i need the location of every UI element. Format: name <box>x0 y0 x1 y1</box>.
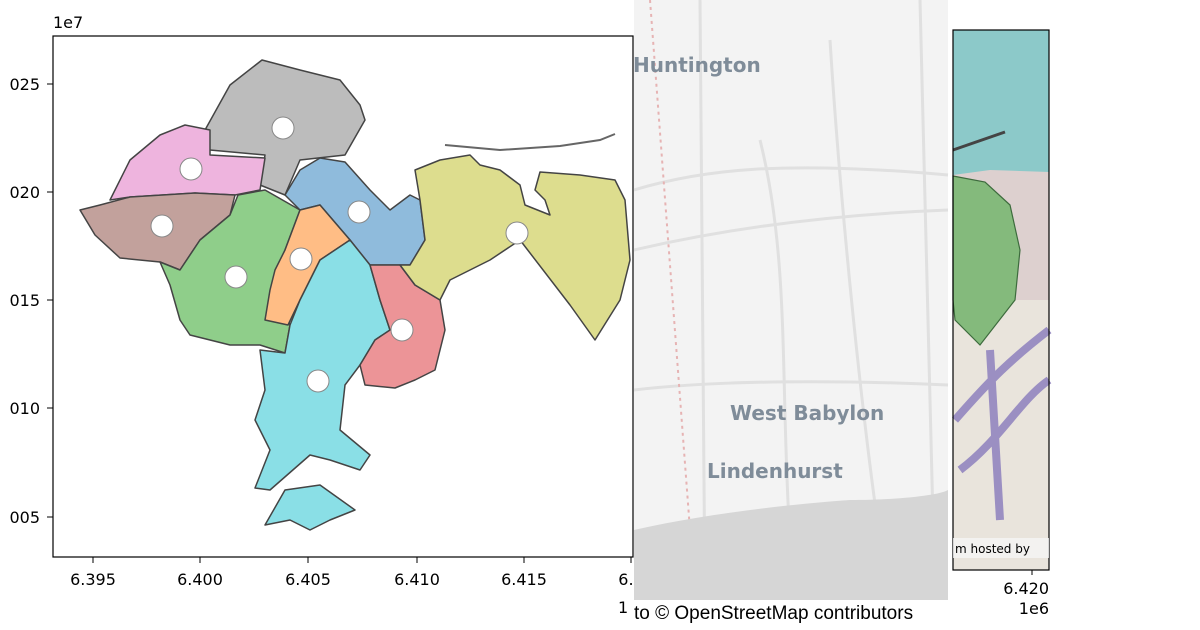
x-tick-label: 6.400 <box>177 570 223 589</box>
centroid <box>505 221 529 245</box>
axes-frame <box>952 29 1050 571</box>
x-tick-label: 6.405 <box>285 570 331 589</box>
x-tick-label: 6.420 <box>1003 579 1049 598</box>
centroid <box>179 157 203 181</box>
water <box>634 490 948 600</box>
region <box>399 154 631 341</box>
centroid <box>271 116 295 140</box>
y-tick-label: 010 <box>9 399 40 418</box>
offset-label: 1e7 <box>53 13 83 32</box>
place-label: West Babylon <box>730 401 884 425</box>
coastline <box>444 133 616 152</box>
roads <box>951 326 1052 521</box>
centroid <box>347 200 371 224</box>
centroid <box>390 318 414 342</box>
roads <box>633 0 949 601</box>
x-tick-label: 6.410 <box>394 570 440 589</box>
rail <box>649 0 691 531</box>
place-label: Lindenhurst <box>707 459 843 483</box>
centroid <box>224 265 248 289</box>
x-tick-label: 6.415 <box>501 570 547 589</box>
right-plot: m hosted by 6.420 1e6 <box>951 29 1052 618</box>
pier <box>952 130 1006 152</box>
region <box>952 175 1021 346</box>
attribution-bg <box>953 538 1049 558</box>
water <box>953 30 1049 180</box>
centroid <box>150 214 174 238</box>
basemap-panel: Huntington West Babylon Lindenhurst to ©… <box>618 0 949 624</box>
centroid <box>289 247 313 271</box>
centroids <box>150 116 529 393</box>
y-tick-label: 025 <box>9 75 40 94</box>
y-tick-label: 005 <box>9 508 40 527</box>
x-tick-label: 6.395 <box>70 570 116 589</box>
centroid <box>306 369 330 393</box>
y-tick-label: 015 <box>9 291 40 310</box>
place-label: Huntington <box>633 53 761 77</box>
attribution: to © OpenStreetMap contributors <box>634 603 913 624</box>
x-offset-label: 1e6 <box>1019 599 1049 618</box>
y-tick-label: 020 <box>9 183 40 202</box>
region <box>264 484 356 531</box>
attribution: m hosted by <box>955 542 1030 556</box>
x-offset-label: 1 <box>618 598 628 617</box>
